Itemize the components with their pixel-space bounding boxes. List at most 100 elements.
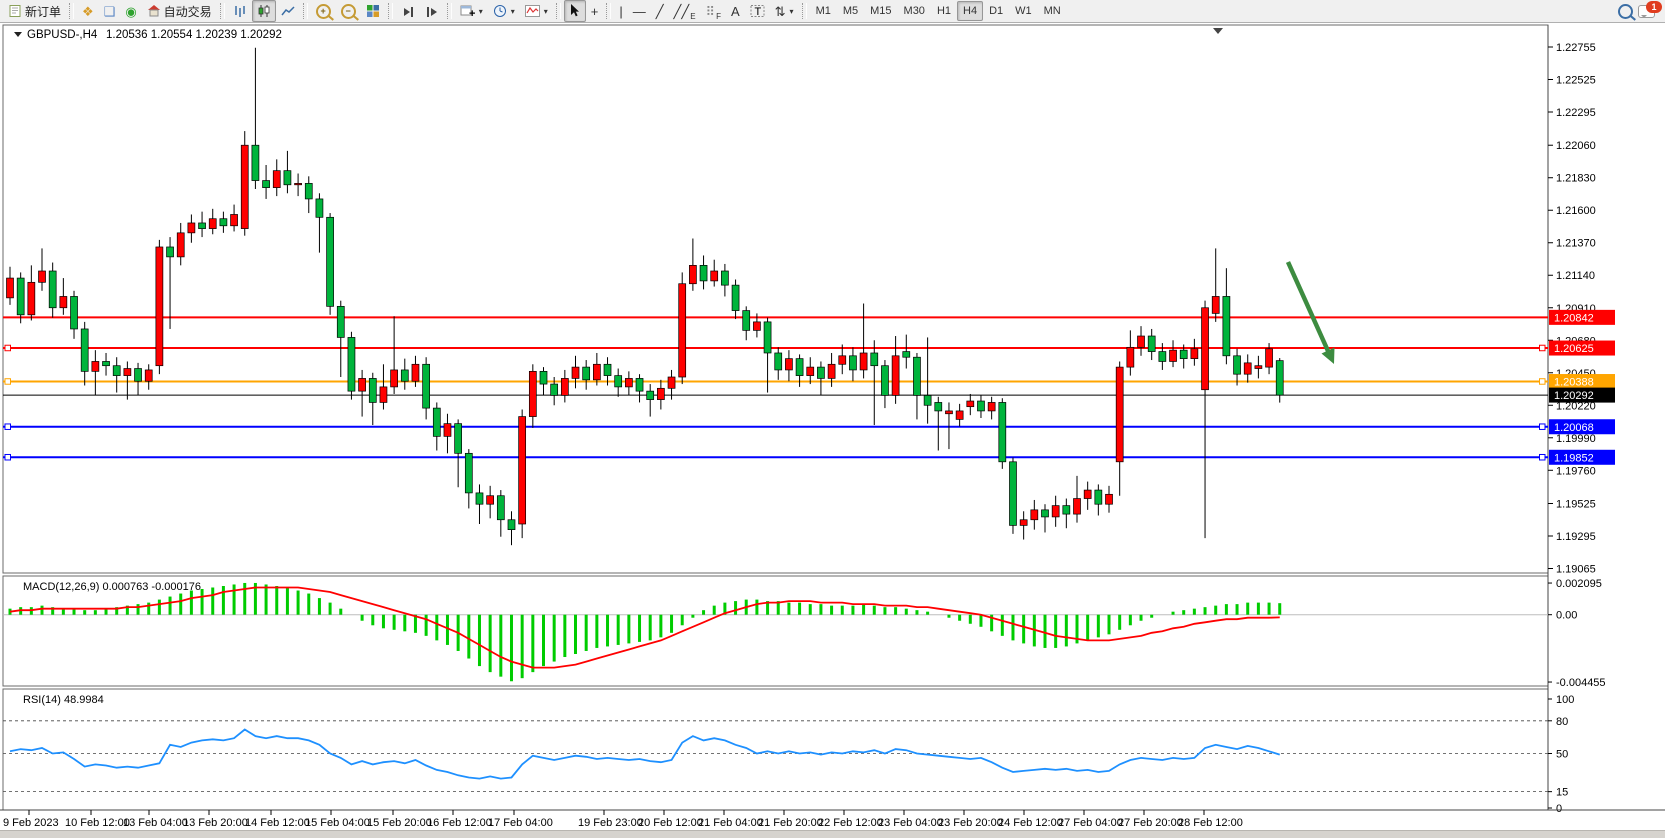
cursor-tool-button[interactable] (563, 0, 586, 22)
candle-body (838, 355, 847, 365)
candle-body (795, 358, 804, 376)
candle-body (1243, 362, 1252, 375)
candle-body (550, 383, 559, 396)
candle-body (475, 492, 484, 505)
rsi-axis-label: 100 (1556, 694, 1574, 706)
annotation-arrowhead[interactable] (1321, 347, 1335, 365)
horizontal-line-tool[interactable]: — (628, 0, 651, 22)
arrows-tool[interactable]: ⇅ ▾ (770, 0, 799, 22)
toolbar-separator (555, 3, 561, 19)
price-axis-label: 1.22295 (1556, 107, 1596, 119)
toolbar-separator (302, 3, 308, 19)
auto-scroll-button[interactable] (420, 0, 444, 22)
annotation-arrow[interactable] (1285, 261, 1331, 352)
symbol-dropdown-icon[interactable] (14, 32, 22, 37)
price-badge-1.19852[interactable] (1549, 449, 1615, 465)
candle-body (422, 363, 430, 409)
price-badge-1.20292[interactable] (1549, 387, 1615, 403)
macd-axis-label: 0.00 (1556, 610, 1577, 622)
candlestick-chart-button[interactable] (251, 0, 276, 22)
price-badge-1.20842[interactable] (1549, 309, 1615, 325)
date-axis-label: 27 Feb 20:00 (1118, 817, 1183, 829)
candle-body (678, 283, 687, 378)
equidistant-channel-tool[interactable]: ╱╱ E (669, 0, 701, 22)
crosshair-tool-button[interactable]: + (586, 0, 604, 22)
text-label-tool[interactable]: T (745, 0, 770, 22)
timeframe-h4-button[interactable]: H4 (957, 1, 984, 21)
hline-handle-left[interactable] (4, 344, 11, 352)
candle-body (144, 369, 153, 382)
price-badge-label: 1.20068 (1554, 422, 1594, 434)
candle-body (70, 296, 78, 330)
price-badge-1.20625[interactable] (1549, 340, 1615, 356)
hline-handle-right[interactable] (1539, 344, 1546, 352)
candle-body (1254, 365, 1263, 369)
candle-body (657, 387, 665, 400)
candlestick-chart-icon (257, 4, 271, 18)
candle-body (646, 390, 655, 400)
timeframe-m30-button[interactable]: M30 (903, 5, 925, 17)
hline-handle-left[interactable] (4, 423, 11, 430)
candle-body (1147, 335, 1156, 352)
tool-sub-letter: F (716, 12, 721, 21)
macd-label: MACD(12,26,9) 0.000763 -0.000176 (23, 581, 201, 593)
notifications-button[interactable]: 1 (1638, 0, 1662, 18)
date-axis-label: 23 Feb 20:00 (938, 817, 1003, 829)
text-tool[interactable]: A (726, 0, 745, 22)
indicators-button[interactable]: ▾ (520, 0, 553, 22)
hline-handle-left[interactable] (4, 453, 11, 461)
chart-canvas[interactable]: 1.22755 1.22525 1.22295 1.22060 1.21830 1.216… (0, 23, 1665, 837)
hline-handle-right[interactable] (1539, 453, 1546, 461)
chart-shift-button[interactable] (396, 0, 420, 22)
autotrading-button[interactable]: 自动交易 (142, 0, 217, 22)
charts-stack-icon[interactable]: ❖ (77, 0, 99, 22)
candle-body (806, 366, 815, 376)
rsi-axis-label: 0 (1556, 803, 1562, 815)
timeframe-m1-button[interactable]: M1 (815, 5, 831, 17)
macd-axis-label: 0.002095 (1556, 578, 1602, 590)
search-button[interactable] (1613, 0, 1638, 22)
timeframe-h1-button[interactable]: H1 (936, 5, 951, 17)
zoom-in-icon: + (315, 3, 331, 19)
timeframe-m5-button[interactable]: M5 (842, 5, 859, 17)
candlestick-series (6, 47, 1284, 546)
new-chart-button[interactable]: + ▾ (455, 0, 488, 22)
timeframe-w1-button[interactable]: W1 (1015, 5, 1032, 17)
candle-body (1019, 519, 1028, 526)
hline-handle-right[interactable] (1539, 423, 1546, 430)
trendline-tool[interactable]: ╱ (651, 0, 669, 22)
chevron-down-icon: ▾ (789, 6, 794, 16)
bar-chart-button[interactable] (228, 0, 252, 22)
vertical-line-tool[interactable]: | (614, 0, 627, 22)
timeframe-mn-button[interactable]: MN (1043, 5, 1061, 17)
line-chart-button[interactable] (276, 0, 300, 22)
search-icon (1618, 3, 1633, 19)
candle-body (785, 358, 793, 371)
timeframe-d1-button[interactable]: D1 (989, 5, 1004, 17)
price-axis-label: 1.19990 (1556, 433, 1596, 445)
price-badge-1.20068[interactable] (1549, 419, 1615, 435)
hline-handle-left[interactable] (4, 378, 11, 385)
zoom-out-button[interactable]: − (336, 0, 361, 22)
tile-windows-button[interactable] (361, 0, 385, 22)
candle-body (1062, 505, 1071, 515)
candle-body (518, 416, 527, 525)
hline-handle-right[interactable] (1539, 378, 1546, 385)
candle-body (496, 495, 505, 521)
signals-icon[interactable]: ◉ (120, 0, 141, 22)
timeframe-m15-button[interactable]: M15 (870, 5, 892, 17)
candle-body (251, 144, 260, 181)
terminal-icon[interactable]: ❑ (99, 0, 121, 22)
scroll-position-marker[interactable] (1213, 28, 1223, 34)
new-order-button[interactable]: 新订单 (3, 0, 66, 22)
price-badge-label: 1.19852 (1554, 452, 1594, 464)
candle-body (721, 270, 729, 286)
profiles-button[interactable]: ▾ (488, 0, 520, 22)
zoom-in-button[interactable]: + (311, 0, 336, 22)
candle-body (859, 352, 868, 371)
fibonacci-tool[interactable]: ⠿ F (701, 0, 726, 22)
rsi-label: RSI(14) 48.9984 (23, 694, 104, 706)
autotrading-button-label: 自动交易 (163, 4, 212, 19)
candle-body (176, 232, 185, 258)
price-badge-1.20388[interactable] (1549, 374, 1615, 390)
